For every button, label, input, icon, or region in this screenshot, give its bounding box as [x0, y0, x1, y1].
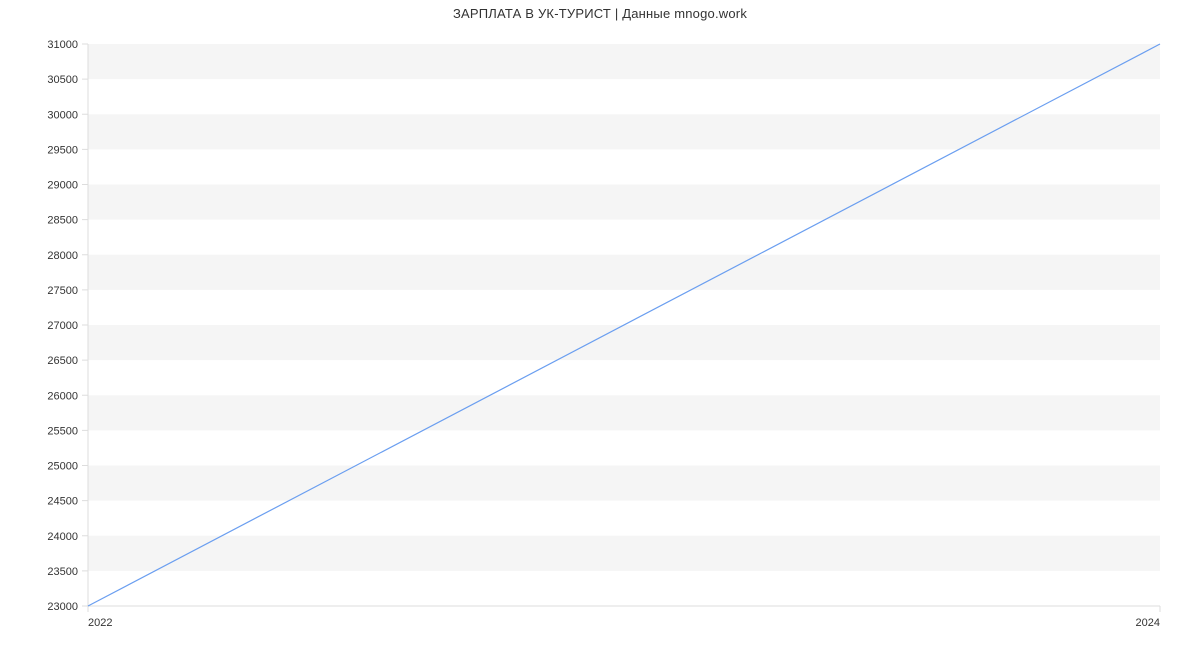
y-tick-label: 24000	[47, 531, 78, 543]
y-tick-label: 31000	[47, 39, 78, 51]
y-tick-label: 29500	[47, 144, 78, 156]
y-tick-label: 26000	[47, 390, 78, 402]
y-tick-label: 23000	[47, 601, 78, 613]
grid-band	[88, 255, 1160, 290]
y-tick-label: 30500	[47, 74, 78, 86]
y-tick-label: 30000	[47, 109, 78, 121]
y-tick-label: 23500	[47, 566, 78, 578]
grid-band	[88, 536, 1160, 571]
chart-title: ЗАРПЛАТА В УК-ТУРИСТ | Данные mnogo.work	[0, 6, 1200, 21]
y-tick-label: 25000	[47, 461, 78, 473]
grid-band	[88, 114, 1160, 149]
y-tick-label: 27500	[47, 285, 78, 297]
x-tick-label: 2022	[88, 617, 112, 629]
grid-band	[88, 466, 1160, 501]
chart-svg: 23000 23500 24000 24500 25000 25500 26000 26500…	[0, 0, 1200, 650]
grid-band	[88, 325, 1160, 360]
y-tick-label: 28500	[47, 215, 78, 227]
y-tick-label: 26500	[47, 355, 78, 367]
x-tick-label: 2024	[1136, 617, 1160, 629]
line-chart: ЗАРПЛАТА В УК-ТУРИСТ | Данные mnogo.work…	[0, 0, 1200, 650]
grid-band	[88, 185, 1160, 220]
y-tick-label: 29000	[47, 180, 78, 192]
grid-band	[88, 44, 1160, 79]
grid-band	[88, 395, 1160, 430]
y-tick-label: 28000	[47, 250, 78, 262]
y-tick-label: 25500	[47, 425, 78, 437]
y-tick-label: 24500	[47, 496, 78, 508]
y-tick-label: 27000	[47, 320, 78, 332]
